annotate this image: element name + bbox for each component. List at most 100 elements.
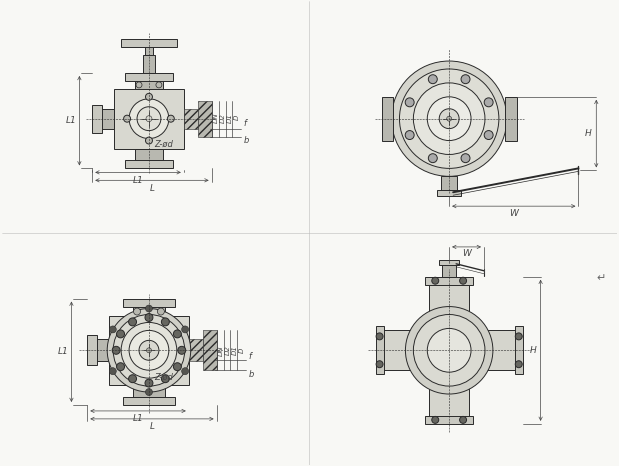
Bar (189, 339, 202, 361)
Circle shape (116, 330, 124, 338)
Text: b: b (243, 136, 249, 145)
Circle shape (427, 329, 471, 372)
Circle shape (137, 107, 161, 130)
Bar (442, 263, 456, 277)
Bar (114, 89, 184, 149)
Circle shape (124, 115, 131, 122)
Text: DN: DN (217, 345, 223, 356)
Circle shape (107, 308, 191, 392)
Circle shape (139, 340, 159, 360)
Circle shape (162, 375, 170, 383)
Bar (123, 397, 175, 405)
Circle shape (484, 130, 493, 139)
Circle shape (405, 307, 493, 394)
Bar (123, 299, 175, 307)
Bar (381, 97, 394, 141)
Bar (92, 105, 102, 133)
Circle shape (427, 97, 471, 141)
Bar (145, 45, 153, 55)
Text: f: f (243, 119, 246, 128)
Circle shape (413, 83, 485, 154)
Bar (125, 73, 173, 81)
Circle shape (145, 137, 152, 144)
Text: W: W (462, 249, 471, 258)
Circle shape (129, 318, 137, 326)
Text: L: L (149, 422, 155, 432)
Text: Z-ød: Z-ød (154, 139, 173, 149)
Bar (135, 149, 163, 160)
Circle shape (432, 417, 439, 423)
Circle shape (162, 318, 170, 326)
Text: D: D (233, 115, 240, 120)
Text: L1: L1 (132, 176, 144, 185)
Bar (133, 303, 165, 315)
Circle shape (147, 348, 152, 353)
Circle shape (405, 98, 414, 107)
Bar (505, 97, 517, 141)
Circle shape (391, 61, 507, 176)
Text: f: f (248, 352, 251, 361)
Circle shape (145, 389, 152, 396)
Text: D2: D2 (220, 113, 225, 123)
Circle shape (459, 417, 467, 423)
Bar (121, 39, 177, 47)
Circle shape (157, 308, 165, 315)
Circle shape (461, 154, 470, 163)
Text: L1: L1 (58, 347, 69, 356)
Circle shape (173, 330, 181, 338)
Circle shape (129, 99, 169, 138)
Bar (143, 55, 155, 73)
Circle shape (146, 116, 152, 122)
Bar (100, 109, 114, 129)
Bar (425, 416, 473, 424)
Bar (184, 109, 197, 129)
Circle shape (181, 326, 189, 333)
Circle shape (399, 69, 499, 168)
Circle shape (116, 363, 124, 370)
Bar (376, 327, 384, 374)
Circle shape (405, 130, 414, 139)
Text: W: W (509, 209, 518, 218)
Text: L1: L1 (132, 414, 144, 424)
Circle shape (376, 333, 383, 340)
Text: L: L (149, 184, 155, 193)
Circle shape (181, 368, 189, 375)
Circle shape (376, 361, 383, 368)
Bar (95, 339, 109, 361)
Bar (439, 260, 459, 265)
Text: D1: D1 (227, 113, 233, 123)
Circle shape (515, 361, 522, 368)
Circle shape (136, 82, 142, 88)
Circle shape (145, 314, 153, 322)
Circle shape (145, 305, 152, 312)
Text: H: H (529, 346, 536, 355)
Circle shape (112, 346, 120, 354)
Circle shape (428, 154, 437, 163)
Text: H: H (585, 129, 592, 138)
Circle shape (167, 115, 175, 122)
Text: Z-ød: Z-ød (154, 373, 173, 382)
Text: D1: D1 (232, 345, 238, 355)
Bar (135, 77, 163, 89)
Circle shape (129, 330, 169, 370)
Circle shape (428, 75, 437, 84)
Circle shape (145, 379, 153, 387)
Bar (202, 330, 217, 370)
Circle shape (484, 98, 493, 107)
Bar (87, 336, 97, 365)
Bar (109, 315, 189, 385)
Circle shape (134, 308, 141, 315)
Circle shape (110, 368, 116, 375)
Text: L1: L1 (66, 116, 77, 125)
Circle shape (129, 375, 137, 383)
Text: DN: DN (212, 112, 219, 123)
Circle shape (121, 322, 177, 378)
Circle shape (432, 277, 439, 284)
Circle shape (447, 116, 452, 121)
Bar (437, 190, 461, 196)
Circle shape (413, 315, 485, 386)
Bar (133, 385, 165, 397)
Circle shape (461, 75, 470, 84)
Circle shape (439, 109, 459, 129)
Bar (425, 277, 473, 285)
